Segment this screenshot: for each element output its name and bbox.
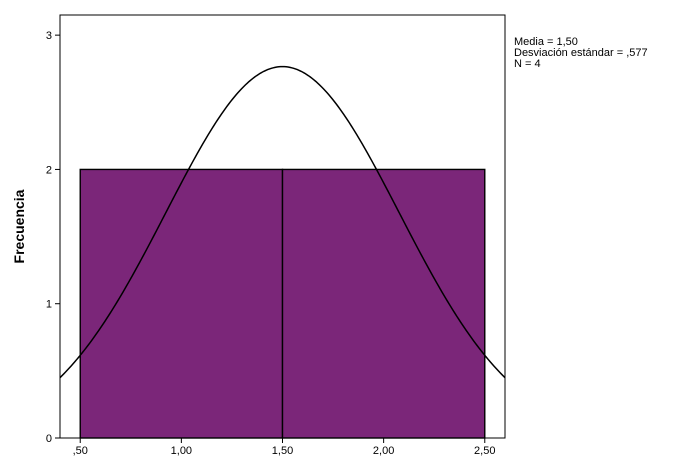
- histogram-bar-2: [281, 168, 486, 439]
- x-axis: ,50 1,00 1,50 2,00 2,50: [73, 438, 495, 457]
- stats-std: Desviación estándar = ,577: [514, 47, 648, 59]
- histogram-bar-1: [79, 168, 284, 439]
- y-tick-label: 1: [46, 299, 52, 311]
- y-axis: 0 1 2 3: [46, 30, 60, 445]
- x-tick-label: ,50: [73, 445, 88, 457]
- bars-layer: [79, 168, 486, 439]
- normal-curve: [59, 65, 506, 379]
- x-tick-label: 2,50: [474, 445, 495, 457]
- y-tick-label: 2: [46, 164, 52, 176]
- stats-n: N = 4: [514, 58, 541, 70]
- stats-mean: Media = 1,50: [514, 36, 578, 48]
- y-axis-label: Frecuencia: [11, 189, 27, 263]
- stats-box: Media = 1,50 Desviación estándar = ,577 …: [514, 36, 648, 70]
- x-tick-label: 1,50: [272, 445, 293, 457]
- y-tick-label: 3: [46, 30, 52, 42]
- x-tick-label: 1,00: [171, 445, 192, 457]
- y-tick-label: 0: [46, 433, 52, 445]
- x-tick-label: 2,00: [373, 445, 394, 457]
